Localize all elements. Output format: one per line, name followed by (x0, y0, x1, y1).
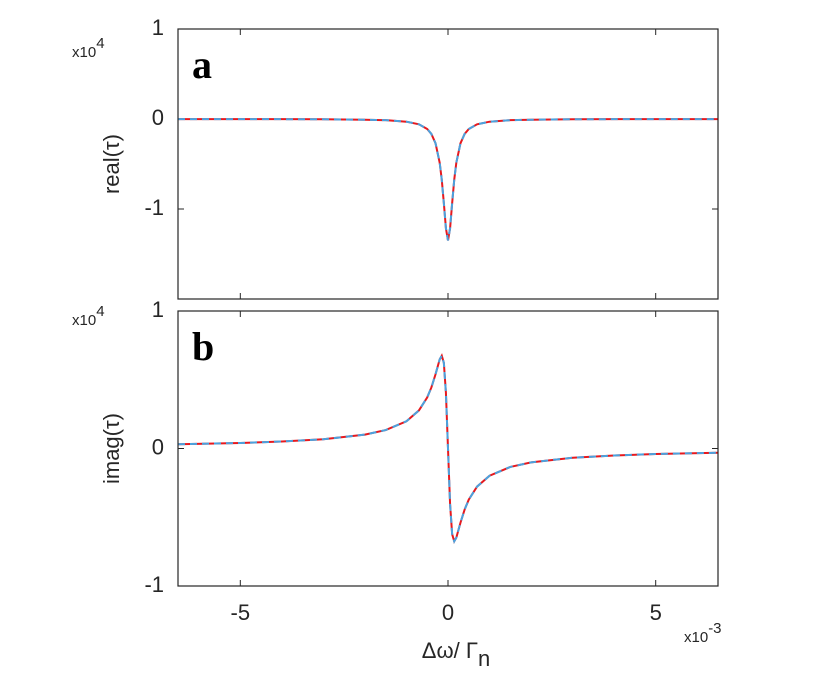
y-tick-label: 0 (152, 434, 164, 459)
y-exponent: x104 (72, 35, 105, 61)
y-exponent: x104 (72, 303, 105, 329)
x-axis-label: Δω/ Γn (422, 638, 490, 671)
panel-label: b (192, 324, 214, 369)
exponent-power: -3 (708, 620, 721, 637)
panel-label: a (192, 42, 212, 87)
line (177, 353, 719, 544)
y-tick-label: 1 (152, 15, 164, 40)
y-tick-label: 0 (152, 105, 164, 130)
axes-box (177, 310, 719, 587)
plot-area (178, 29, 718, 299)
y-tick-label: 1 (152, 297, 164, 322)
x-tick-label: 0 (442, 600, 454, 625)
y-axis-label: real(τ) (99, 134, 124, 194)
x-tick-label: 5 (650, 600, 662, 625)
x-label-main: Δω/ Γ (422, 638, 478, 663)
exponent-base: x10 (684, 629, 708, 646)
exponent-power: 4 (96, 303, 104, 320)
y-tick-label: -1 (144, 572, 164, 597)
x-tick-label: -5 (231, 600, 251, 625)
exponent-base: x10 (72, 44, 96, 61)
line (178, 118, 718, 241)
x-label-sub: n (478, 646, 490, 671)
exponent-base: x10 (72, 312, 96, 329)
axes-box (177, 28, 719, 300)
y-axis-label: imag(τ) (99, 413, 124, 484)
x-exponent: x10-3 (684, 620, 722, 646)
exponent-power: 4 (96, 35, 104, 52)
y-tick-label: -1 (144, 195, 164, 220)
